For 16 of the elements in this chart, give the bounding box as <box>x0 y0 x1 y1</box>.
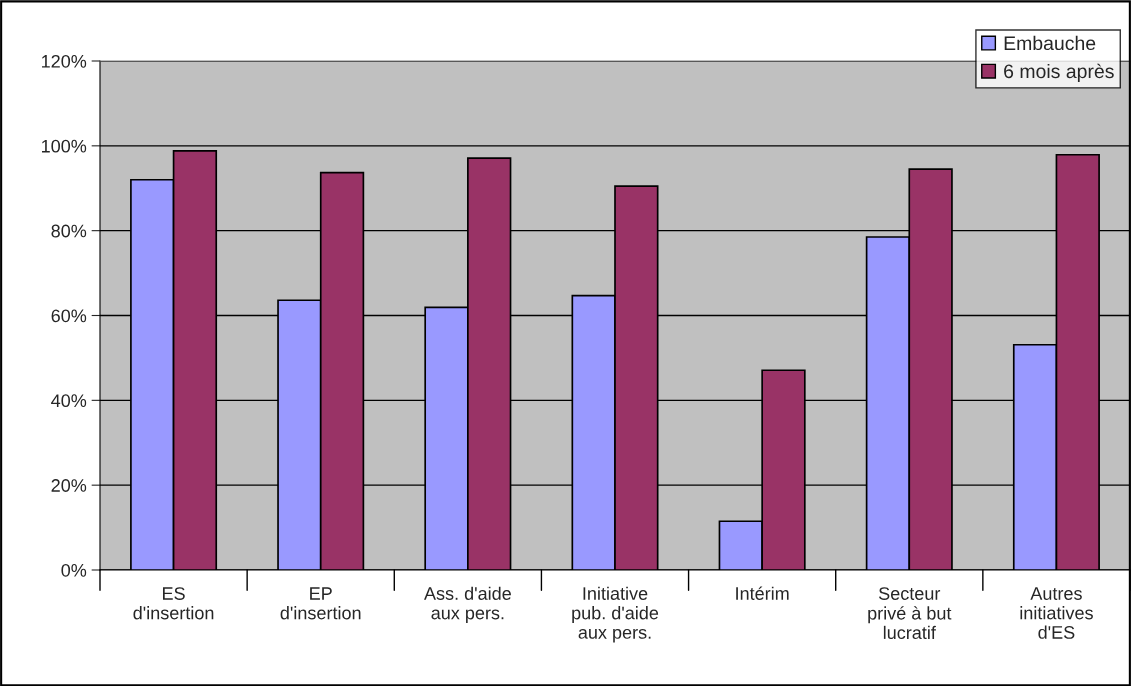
x-tick-label: EP d'insertion <box>280 587 361 620</box>
x-tick-label: Autres initiatives d'ES <box>1020 587 1093 639</box>
x-tick-label: Intérim <box>736 586 789 600</box>
x-tick-label: Initiative pub. d'aide aux pers. <box>572 586 659 643</box>
y-tick-label: 40% <box>51 394 87 408</box>
y-tick-label: 60% <box>51 309 87 323</box>
y-tick-label: 20% <box>51 479 87 492</box>
y-tick-label: 80% <box>51 224 87 238</box>
legend-label: Embauche <box>1004 35 1096 51</box>
x-tick-label: ES d'insertion <box>133 587 214 620</box>
x-tick-label: Secteur privé à but lucratif <box>868 587 952 640</box>
legend-label: 6 mois après <box>1004 63 1114 83</box>
y-tick-label: 0% <box>61 563 87 577</box>
y-tick-label: 120% <box>42 54 87 68</box>
x-tick-label: Ass. d'aide aux pers. <box>424 586 511 623</box>
y-tick-label: 100% <box>42 139 87 153</box>
